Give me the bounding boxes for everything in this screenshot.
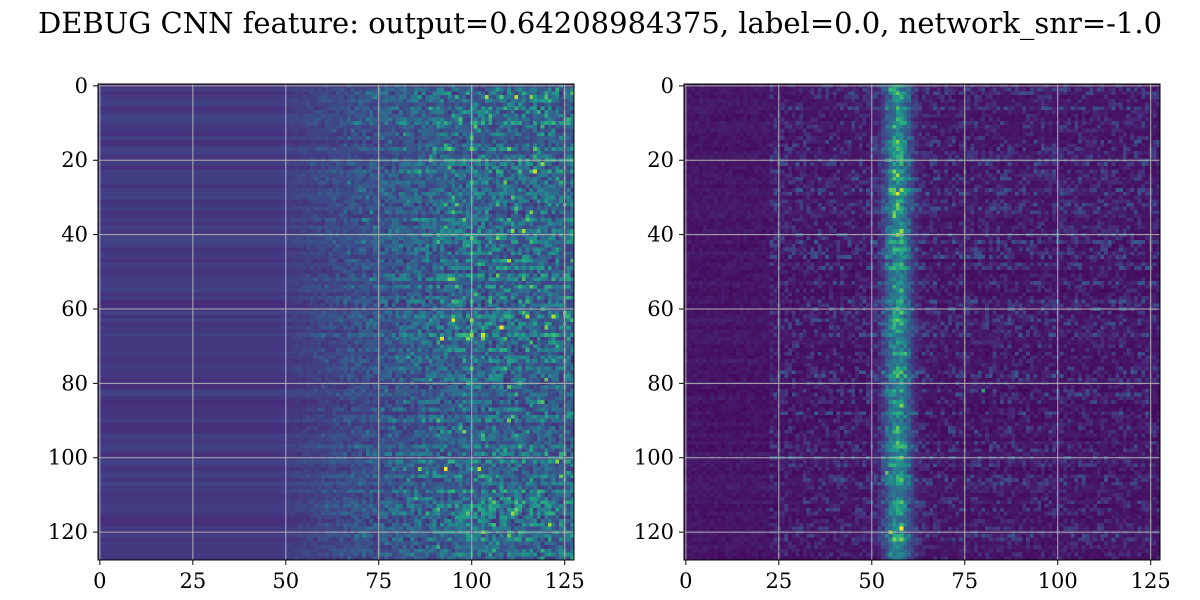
x-tick-label: 0 — [93, 569, 106, 593]
y-tick-label: 0 — [661, 74, 674, 98]
grid-left — [98, 84, 574, 560]
y-tick-label: 20 — [647, 148, 674, 172]
y-tick-label: 60 — [647, 297, 674, 321]
x-axis-ticks-right: 0 25 50 75 100 125 — [679, 560, 1171, 593]
y-tick-label: 20 — [61, 148, 88, 172]
figure-title: DEBUG CNN feature: output=0.64208984375,… — [37, 6, 1163, 40]
x-tick-label: 50 — [272, 569, 299, 593]
y-axis-ticks-left: 0 20 40 60 80 100 120 — [48, 74, 98, 544]
x-tick-label: 75 — [365, 569, 392, 593]
x-tick-label: 100 — [1038, 569, 1078, 593]
x-tick-label: 25 — [765, 569, 792, 593]
x-tick-label: 25 — [179, 569, 206, 593]
x-tick-label: 0 — [679, 569, 692, 593]
y-tick-label: 0 — [75, 74, 88, 98]
y-tick-label: 60 — [61, 297, 88, 321]
x-tick-label: 125 — [545, 569, 585, 593]
y-tick-label: 80 — [61, 371, 88, 395]
x-tick-label: 125 — [1131, 569, 1171, 593]
heatmap-panel-right: 0 25 50 75 100 125 0 20 40 60 80 100 120 — [634, 74, 1171, 593]
grid-right — [684, 84, 1160, 560]
y-tick-label: 100 — [634, 446, 674, 470]
x-tick-label: 50 — [858, 569, 885, 593]
axes-frame-right — [683, 83, 1161, 561]
x-axis-ticks-left: 0 25 50 75 100 125 — [93, 560, 585, 593]
heatmap-image-left — [98, 84, 574, 560]
y-tick-label: 40 — [61, 223, 88, 247]
y-tick-label: 40 — [647, 223, 674, 247]
x-tick-label: 75 — [951, 569, 978, 593]
y-tick-label: 120 — [48, 520, 88, 544]
y-tick-label: 120 — [634, 520, 674, 544]
heatmap-panel-left: 0 25 50 75 100 125 0 20 40 60 80 100 120 — [48, 74, 585, 593]
axes-frame-left — [97, 83, 575, 561]
x-tick-label: 100 — [452, 569, 492, 593]
heatmap-image-right — [684, 84, 1160, 560]
y-tick-label: 80 — [647, 371, 674, 395]
y-tick-label: 100 — [48, 446, 88, 470]
y-axis-ticks-right: 0 20 40 60 80 100 120 — [634, 74, 684, 544]
